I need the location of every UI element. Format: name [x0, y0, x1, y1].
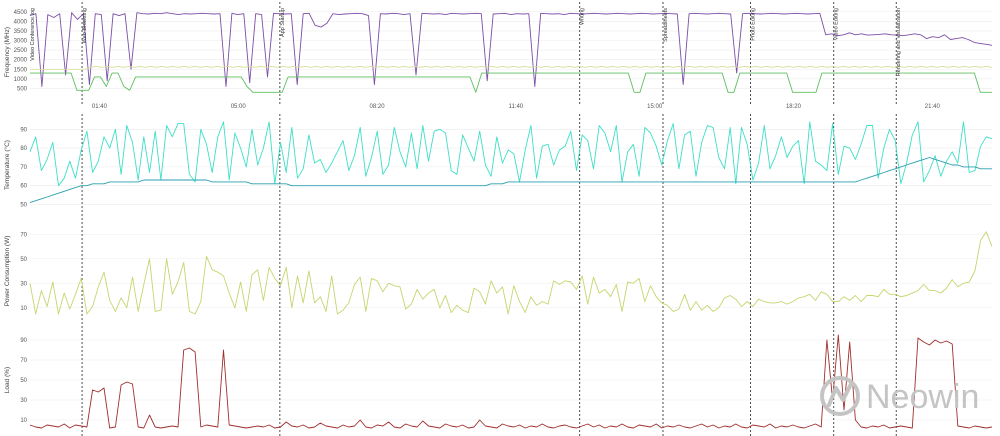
series-line-0-1: [30, 65, 993, 70]
phase-label: Video Editing: [834, 8, 840, 40]
series-line-2-0: [29, 231, 993, 315]
y-axis-label: Frequency (MHz): [4, 27, 11, 77]
y-tick-label: 4500: [14, 10, 28, 16]
y-tick-label: 3000: [14, 39, 28, 45]
panel-0: 500 1000 1500 2000 2500 3000 3500 4000 4500 Frequ…: [4, 2, 993, 104]
series-line-1-1: [29, 157, 992, 204]
panel-2: 10 30 50 70 Power Consumption (W): [4, 218, 993, 326]
x-tick-label: 21:40: [925, 104, 941, 110]
x-tick-label: 01:40: [92, 104, 108, 110]
y-tick-label: 50: [20, 378, 27, 384]
y-tick-label: 60: [20, 184, 27, 190]
logo-ring: [820, 376, 860, 416]
y-tick-label: 10: [20, 418, 27, 424]
series-line-0-2: [30, 72, 992, 93]
y-tick-label: 70: [20, 232, 27, 238]
series-line-1-0: [29, 121, 993, 187]
y-tick-label: 80: [20, 146, 27, 152]
y-tick-label: 70: [20, 165, 27, 171]
x-tick-label: 18:20: [786, 104, 802, 110]
y-tick-label: 30: [20, 281, 27, 287]
phase-label: App Startup: [280, 8, 286, 37]
y-tick-label: 500: [17, 86, 28, 92]
y-axis-label: Temperature (°C): [3, 140, 11, 190]
y-tick-label: 10: [20, 306, 27, 312]
phase-label: Web Browsing: [82, 8, 88, 43]
phase-label: Video Conference.log: [30, 8, 36, 61]
y-tick-label: 4000: [14, 19, 28, 25]
y-tick-label: 90: [20, 338, 27, 344]
y-tick-label: 2000: [14, 58, 28, 64]
y-axis-label: Power Consumption (W): [4, 236, 11, 307]
y-tick-label: 90: [20, 127, 27, 133]
x-tick-label: 15:00: [647, 104, 663, 110]
x-tick-label: 05:00: [231, 104, 247, 110]
y-tick-label: 70: [20, 358, 27, 364]
panel-3: 10 30 50 70 90 Load (%): [4, 326, 993, 436]
phase-label: Writing: [580, 8, 586, 25]
y-tick-label: 3500: [14, 29, 28, 35]
series-line-3-0: [29, 334, 993, 429]
x-tick-label: 11:40: [509, 104, 524, 110]
series-line-0-0: [29, 12, 993, 87]
y-tick-label: 30: [20, 398, 27, 404]
neowin-logo-icon: [820, 376, 860, 416]
x-tick-label: 08:20: [370, 104, 386, 110]
watermark: Neowin: [820, 376, 979, 416]
y-tick-label: 1000: [14, 77, 28, 83]
y-tick-label: 2500: [14, 48, 28, 54]
phase-label: Photo Editing: [750, 8, 756, 41]
panel-1: 50 60 70 80 90 Temperature (°C): [3, 114, 993, 218]
y-tick-label: 1500: [14, 67, 28, 73]
y-axis-label: Load (%): [4, 367, 11, 393]
phase-label: Spreadsheets: [663, 8, 669, 42]
logo-mark: [827, 382, 853, 407]
y-tick-label: 50: [20, 257, 27, 263]
watermark-text: Neowin: [866, 378, 979, 416]
phase-label: Rendering and Visualization: [896, 8, 902, 76]
y-tick-label: 50: [20, 202, 27, 208]
